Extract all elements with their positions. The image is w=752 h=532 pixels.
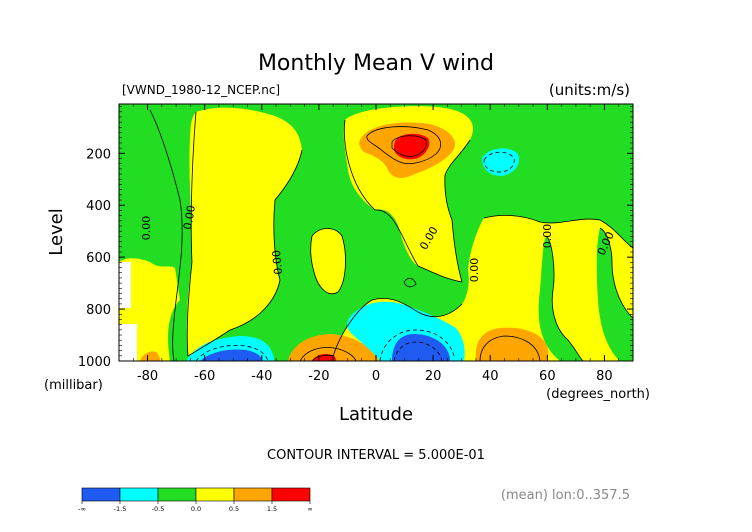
y-tick-label: 800 [86,303,111,318]
chart-title: Monthly Mean V wind [258,51,494,76]
legend-swatch [195,487,235,502]
legend-swatch [81,487,121,502]
x-tick-label: 0 [372,369,380,384]
x-tick-label: -40 [251,369,272,384]
minor-ticks [118,104,634,361]
region-green-pole-strip [119,104,133,116]
region-orange-lower-nh [475,327,549,361]
legend-label: 0.0 [191,505,201,513]
y-tick-label: 1000 [78,355,111,370]
legend-label: -1.5 [114,505,127,513]
y-axis-title: Level [46,208,67,256]
y-axis-unit: (millibar) [44,378,103,393]
missing-data-block [119,262,131,308]
legend-label: ∞ [307,505,312,513]
footer-mean-label: (mean) lon:0..357.5 [501,488,630,503]
y-tick-labels: 200 400 600 800 1000 [78,147,111,370]
x-tick-label: -20 [308,369,329,384]
legend-colorbar: -∞ -1.5 -0.5 0.0 0.5 1.5 ∞ [78,487,313,513]
contour-label: 0.00 [468,258,481,283]
region-orange-lower-sh [288,334,379,361]
x-axis-title: Latitude [339,404,413,425]
x-tick-label: 20 [425,369,442,384]
region-red-surface [312,353,336,361]
region-blue-lower-tropics [392,334,450,361]
x-tick-label: 40 [482,369,499,384]
plot-area: 0.00 0.00 0.00 0.00 0.00 0.00 0.00 [118,103,634,362]
y-tick-label: 400 [86,199,111,214]
region-blue-lower-sh [200,349,262,361]
legend-swatch [233,487,273,502]
legend-label: -0.5 [152,505,165,513]
x-tick-label: -60 [194,369,215,384]
x-tick-labels: -80 -60 -40 -20 0 20 40 60 80 [137,369,613,384]
legend-swatch [157,487,197,502]
legend-label: 0.5 [229,505,239,513]
region-orange-southpole [140,351,160,361]
legend-swatch [119,487,159,502]
x-tick-label: 60 [539,369,556,384]
contour-label: 0.00 [541,224,554,249]
x-tick-label: 80 [596,369,613,384]
y-tick-label: 200 [86,147,111,162]
region-green-nh-right [596,228,633,361]
legend-label: 1.5 [267,505,277,513]
missing-data-block-2 [119,324,137,361]
contour-field [119,104,633,361]
contour-label: 0.00 [270,250,285,276]
legend-label: -∞ [78,505,86,513]
major-ticks [119,104,633,362]
region-cyan-upper-nh [482,148,520,176]
x-tick-label: -80 [137,369,158,384]
y-tick-label: 600 [86,251,111,266]
x-axis-unit: (degrees_north) [546,387,650,402]
contour-label: 0.00 [140,216,153,241]
region-yellow-tropics-left [310,228,346,294]
region-yellow-south-mid [186,107,302,357]
contour-interval: CONTOUR INTERVAL = 5.000E-01 [267,448,485,463]
legend-swatch [271,487,311,502]
file-label: [VWND_1980-12_NCEP.nc] [122,83,280,97]
region-green-nh-tongue [538,236,583,361]
contour-label: 0.00 [181,204,198,230]
units-label: (units:m/s) [549,81,630,99]
contour-lines [149,109,633,361]
